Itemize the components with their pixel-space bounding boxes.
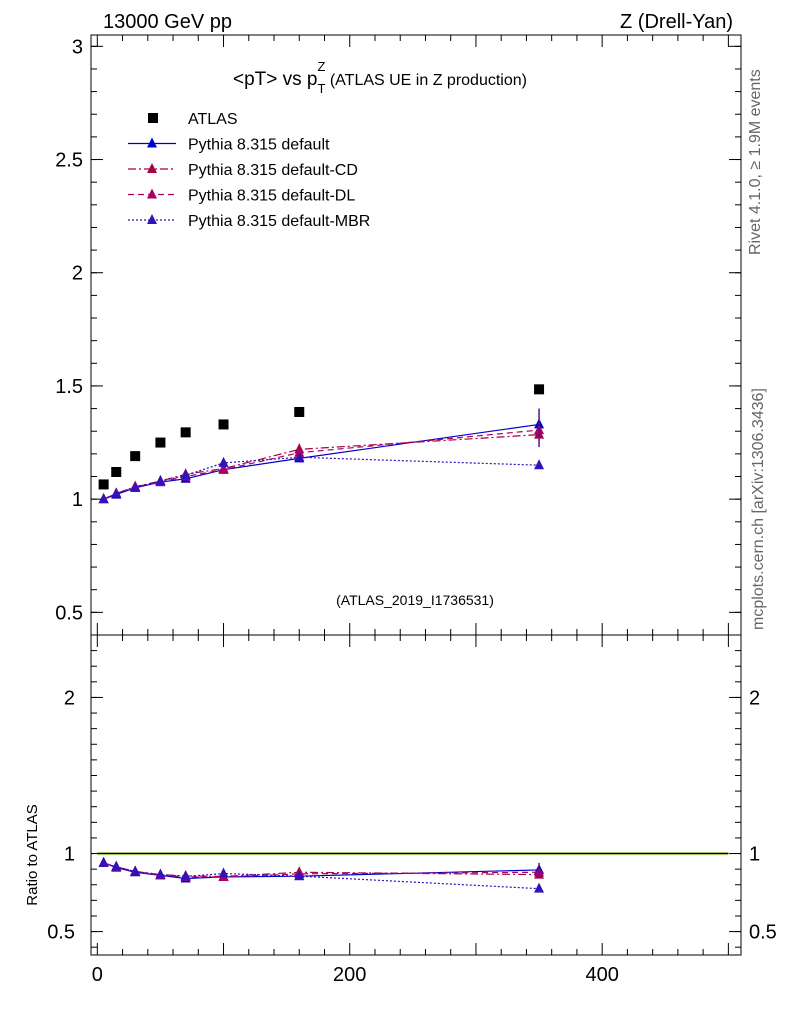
plot-title-sup: Z	[317, 59, 325, 74]
atlas-data-point	[111, 466, 122, 477]
ratio-series-line	[103, 862, 540, 878]
main-series-line	[103, 423, 540, 500]
main-marks	[98, 384, 545, 504]
main-ytick-label: 1.5	[55, 376, 83, 398]
analysis-tag: (ATLAS_2019_I1736531)	[336, 592, 494, 608]
ratio-series-line	[103, 862, 540, 880]
ratio-band	[97, 851, 729, 856]
legend-marker	[147, 137, 157, 148]
ratio-xtick-label: 0	[92, 964, 103, 986]
ratio-series-point	[111, 860, 122, 871]
main-series-point	[155, 475, 166, 486]
ratio-marks	[98, 856, 545, 893]
header-right: Z (Drell-Yan)	[620, 11, 733, 33]
main-series-line	[103, 429, 540, 500]
main-ytick-label: 0.5	[55, 602, 83, 624]
legend-label: Pythia 8.315 default-CD	[188, 162, 358, 179]
main-ytick-label: 3	[72, 36, 83, 58]
ratio-xtick-label: 200	[333, 964, 366, 986]
main-series-point	[218, 456, 229, 467]
main-series-line	[103, 434, 540, 500]
ratio-ytick-label-left: 1	[64, 844, 75, 866]
plot-title-main: <pT> vs p	[233, 69, 318, 90]
ratio-ytick-label-right: 0.5	[749, 922, 777, 944]
legend-label: Pythia 8.315 default-DL	[188, 188, 355, 205]
main-series-point	[534, 459, 545, 470]
atlas-data-point	[218, 419, 229, 430]
ratio-ytick-label-right: 1	[749, 844, 760, 866]
plot-title-rest: (ATLAS UE in Z production)	[325, 72, 527, 89]
legend-label: Pythia 8.315 default	[188, 137, 330, 154]
main-series-point	[218, 463, 229, 474]
legend-marker	[147, 214, 157, 224]
atlas-data-point	[534, 384, 545, 395]
main-ytick-label: 2	[72, 263, 83, 285]
ratio-ytick-label-left: 0.5	[47, 922, 75, 944]
main-series-point	[130, 481, 141, 492]
ratio-series-point	[130, 865, 141, 876]
atlas-data-point	[155, 437, 166, 448]
legend-marker-atlas	[148, 113, 158, 123]
main-series-point	[180, 469, 191, 480]
ratio-series-line	[103, 862, 540, 878]
atlas-data-point	[180, 427, 191, 438]
plot-title: <pT> vs pTZ (ATLAS UE in Z production)	[233, 59, 527, 96]
plot-title-sub: T	[318, 81, 326, 96]
ratio-series-point	[534, 882, 545, 893]
ratio-xtick-label: 400	[585, 964, 618, 986]
header-left: 13000 GeV pp	[103, 11, 232, 33]
ratio-ytick-label-right: 2	[749, 687, 760, 709]
main-series-point	[294, 451, 305, 462]
ratio-series-point	[218, 867, 229, 878]
legend: ATLAS Pythia 8.315 default Pythia 8.315 de…	[128, 111, 370, 230]
main-ytick-label: 1	[72, 489, 83, 511]
ratio-ytick-label-left: 2	[64, 687, 75, 709]
atlas-data-point	[130, 451, 141, 462]
atlas-data-point	[98, 479, 109, 490]
ratio-panel-frame	[90, 634, 742, 956]
main-series-point	[111, 487, 122, 498]
ratio-axes: 0.5 0.5 1 1 2 2 0 200 400	[47, 635, 777, 986]
mcplots-label: mcplots.cern.ch [arXiv:1306.3436]	[750, 388, 767, 630]
legend-label: Pythia 8.315 default-MBR	[188, 213, 370, 230]
atlas-data-point	[294, 406, 305, 417]
main-axes: 0.5 1 1.5 2 2.5 3	[55, 35, 741, 636]
main-series-point	[98, 493, 109, 504]
legend-label: ATLAS	[188, 111, 238, 128]
ratio-series-point	[98, 856, 109, 867]
ratio-ylabel: Ratio to ATLAS	[24, 804, 41, 905]
ratio-series-point	[155, 868, 166, 879]
main-series-line	[103, 456, 540, 500]
ratio-series-point	[180, 870, 191, 881]
legend-marker	[147, 188, 157, 199]
ratio-series-point	[294, 870, 305, 881]
rivet-label: Rivet 4.1.0, ≥ 1.9M events	[747, 69, 764, 255]
main-ytick-label: 2.5	[55, 150, 83, 172]
legend-marker	[147, 163, 157, 173]
